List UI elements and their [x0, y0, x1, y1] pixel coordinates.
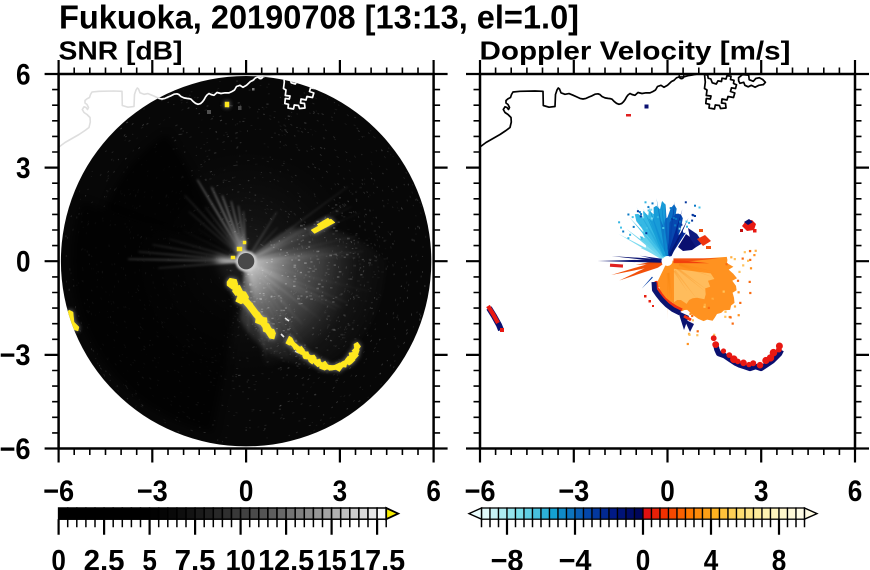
- svg-text:3: 3: [333, 475, 348, 508]
- svg-text:8: 8: [772, 544, 787, 570]
- svg-text:−6: −6: [0, 433, 31, 466]
- svg-text:SNR [dB]: SNR [dB]: [59, 36, 183, 66]
- svg-text:0: 0: [51, 544, 66, 570]
- svg-text:6: 6: [426, 475, 441, 508]
- svg-text:−4: −4: [559, 544, 592, 570]
- svg-text:−6: −6: [465, 475, 496, 508]
- svg-text:−3: −3: [0, 339, 31, 372]
- svg-text:3: 3: [16, 152, 31, 185]
- svg-text:7.5: 7.5: [175, 544, 216, 570]
- svg-text:Doppler Velocity [m/s]: Doppler Velocity [m/s]: [480, 36, 791, 66]
- svg-text:Fukuoka, 20190708 [13:13, el=1: Fukuoka, 20190708 [13:13, el=1.0]: [59, 0, 579, 36]
- svg-text:0: 0: [660, 475, 675, 508]
- svg-text:−3: −3: [558, 475, 589, 508]
- svg-text:17.5: 17.5: [349, 544, 405, 570]
- svg-text:6: 6: [848, 475, 863, 508]
- svg-text:12.5: 12.5: [258, 544, 314, 570]
- svg-text:10: 10: [226, 544, 256, 570]
- svg-text:15: 15: [317, 544, 347, 570]
- svg-text:−3: −3: [137, 475, 168, 508]
- svg-text:4: 4: [704, 544, 719, 570]
- svg-text:5: 5: [142, 544, 157, 570]
- svg-text:2.5: 2.5: [84, 544, 125, 570]
- svg-text:−6: −6: [43, 475, 74, 508]
- svg-text:3: 3: [754, 475, 769, 508]
- svg-text:−8: −8: [491, 544, 524, 570]
- svg-text:0: 0: [239, 475, 254, 508]
- svg-text:0: 0: [636, 544, 651, 570]
- svg-text:0: 0: [16, 246, 31, 279]
- svg-text:6: 6: [16, 58, 31, 91]
